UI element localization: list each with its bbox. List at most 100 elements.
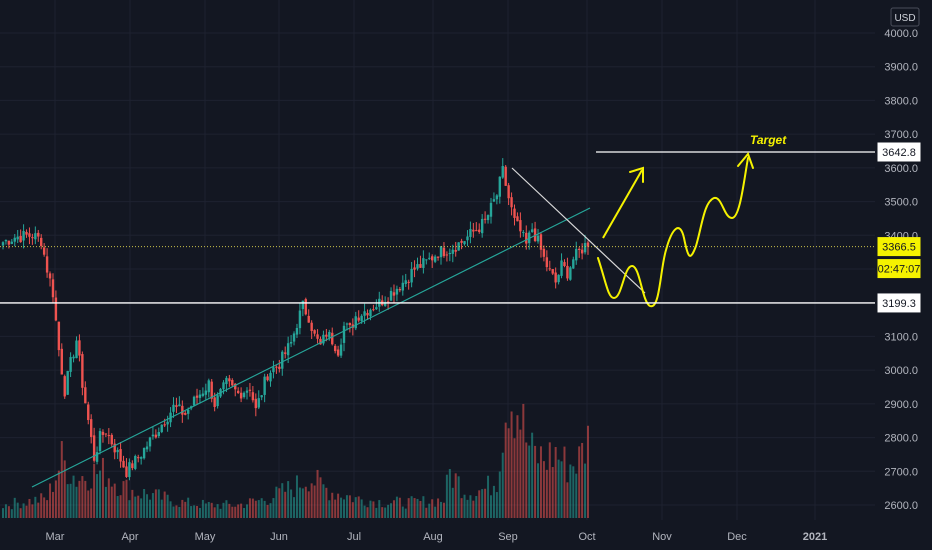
candle-body	[319, 338, 322, 345]
time-tick-label: Sep	[498, 531, 518, 543]
candle-body	[57, 321, 61, 351]
volume-bar	[181, 499, 184, 518]
descending-trendline[interactable]	[511, 167, 646, 294]
volume-bar	[166, 494, 169, 518]
volume-bar	[184, 501, 187, 518]
volume-bar	[404, 508, 407, 518]
candle-body	[266, 376, 269, 381]
currency-box[interactable]	[890, 7, 920, 27]
candle-body	[198, 394, 202, 398]
time-tick-label: Aug	[423, 531, 443, 543]
price-tags: 3642.8 3366.5 02:47:07 3199.3	[877, 142, 921, 313]
candle-body	[551, 269, 554, 274]
volume-bar	[169, 501, 172, 518]
candle-body	[125, 466, 128, 477]
volume-bar	[28, 498, 31, 518]
ascending-trendline[interactable]	[31, 207, 591, 488]
volume-bar	[387, 504, 390, 518]
volume-bar	[528, 445, 531, 518]
volume-bar	[66, 484, 69, 518]
candle-body	[172, 404, 175, 412]
support-price-tag: 3199.3	[877, 293, 921, 313]
volume-bar	[454, 473, 457, 518]
candle-body	[492, 199, 496, 202]
candle-body	[525, 232, 528, 244]
candle-body	[333, 345, 337, 352]
volume-bar	[398, 497, 401, 518]
candle-body	[228, 378, 231, 382]
volume-bar	[46, 500, 49, 518]
candle-body	[286, 343, 290, 356]
volume-bar	[478, 490, 481, 518]
candle-body	[13, 237, 16, 242]
volume-bar	[407, 498, 410, 518]
candle-body	[460, 240, 463, 243]
candle-body	[389, 290, 393, 301]
candle-body	[204, 390, 208, 395]
candle-body	[331, 332, 334, 345]
candle-body	[157, 432, 161, 437]
volume-bar	[392, 500, 395, 518]
candle-body	[201, 393, 205, 396]
volume-bar	[425, 507, 428, 518]
volume-bar	[325, 487, 328, 518]
candle-body	[536, 235, 540, 242]
candle-body	[439, 246, 443, 258]
candle-body	[160, 424, 163, 433]
volume-bar	[69, 483, 72, 518]
support-price-tag-box	[877, 293, 921, 313]
volume-bar	[13, 497, 16, 518]
volume-bar	[275, 486, 278, 518]
volume-bar	[243, 508, 246, 518]
candle-body	[557, 274, 560, 283]
candle-body	[566, 265, 569, 279]
volume-bar	[19, 508, 22, 518]
volume-bar	[281, 483, 284, 518]
candle-body	[404, 280, 407, 284]
volume-bar	[581, 442, 584, 518]
candle-body	[369, 309, 372, 317]
volume-bar	[442, 502, 445, 518]
candle-body	[301, 300, 305, 310]
candle-body	[16, 236, 19, 240]
price-tick-label: 3100.0	[884, 331, 918, 343]
volume-bar	[99, 470, 102, 518]
currency-label[interactable]: USD	[894, 13, 915, 24]
volume-bar	[587, 425, 589, 518]
candle-body	[510, 197, 513, 208]
volume-bar	[295, 475, 298, 518]
candle-body	[148, 437, 152, 447]
candle-body	[372, 309, 375, 311]
volume-bar	[563, 446, 566, 518]
candle-body	[142, 447, 146, 459]
volume-bar	[457, 476, 460, 518]
time-axis[interactable]: Mar Apr May Jun Jul Aug Sep Oct Nov Dec 2021	[46, 531, 828, 543]
volume-bar	[569, 464, 572, 518]
candle-body	[495, 195, 499, 200]
candle-body	[187, 409, 190, 414]
price-tick-label: 3900.0	[884, 62, 918, 74]
currency-selector[interactable]: USD	[890, 7, 920, 27]
support-price-tag-label: 3199.3	[882, 298, 916, 310]
volume-bar	[360, 499, 363, 518]
candle-body	[278, 366, 281, 369]
candle-body	[422, 258, 425, 268]
candle-body	[475, 230, 478, 232]
volume-bar	[531, 432, 534, 518]
volume-bar	[369, 500, 372, 518]
volume-bar	[7, 506, 10, 518]
volume-bar	[475, 496, 478, 518]
candle-body	[451, 249, 454, 254]
candle-body	[107, 435, 111, 437]
candle-body	[466, 236, 469, 241]
volume-bar	[578, 446, 581, 518]
volume-bar	[266, 504, 269, 518]
candle-body	[66, 370, 69, 395]
volume-bar	[128, 500, 131, 518]
volume-bar	[216, 504, 219, 518]
volume-bar	[560, 461, 563, 518]
volume-bar	[351, 502, 354, 518]
candle-body	[433, 256, 437, 262]
